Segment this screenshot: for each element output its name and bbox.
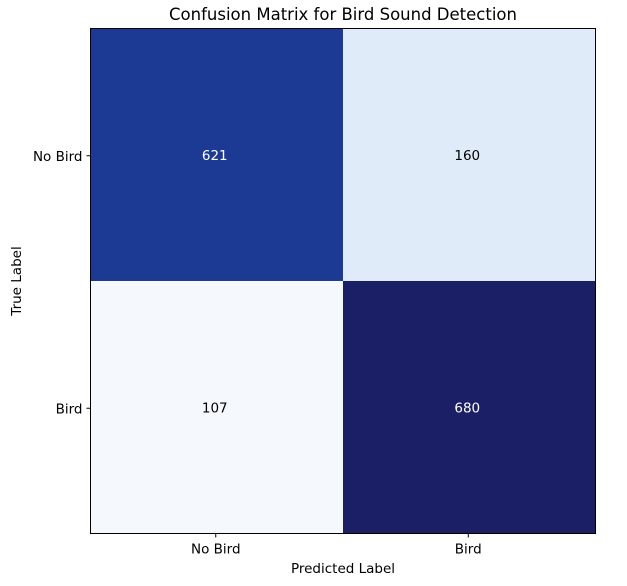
matrix-cells: 621 160 107 680: [90, 28, 596, 534]
y-axis-label: True Label: [9, 246, 25, 316]
cell-value-label: 621: [202, 148, 228, 164]
axis-ticks: No Bird Bird No Bird Bird: [33, 149, 482, 558]
matrix-cell: [90, 28, 343, 281]
y-tick-label: Bird: [56, 401, 83, 417]
x-tick-label: No Bird: [191, 542, 241, 558]
cell-value-label: 680: [454, 400, 480, 416]
cell-value-label: 160: [454, 148, 480, 164]
plot-frame: [90, 28, 596, 534]
matrix-cell: [343, 28, 596, 281]
matrix-cell: [90, 281, 343, 534]
y-tick-label: No Bird: [33, 149, 83, 165]
matrix-cell: [343, 281, 596, 534]
cell-value-label: 107: [202, 400, 228, 416]
x-axis-label: Predicted Label: [291, 561, 395, 577]
chart-title: Confusion Matrix for Bird Sound Detectio…: [169, 5, 517, 24]
x-tick-label: Bird: [455, 542, 482, 558]
